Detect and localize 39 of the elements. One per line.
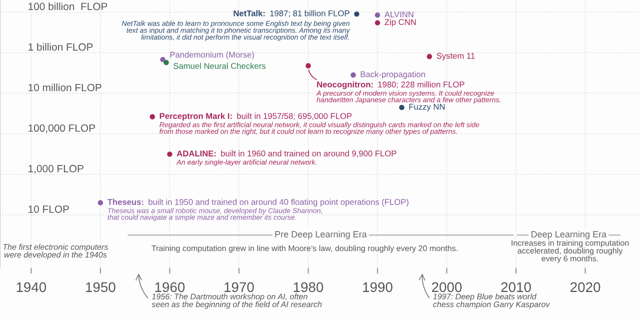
series-label: System 11 — [436, 52, 475, 60]
annotation: 1987; 81 billion FLOP — [270, 10, 350, 18]
annotation: The first electronic computers were developed in the 1940s — [3, 244, 108, 260]
series-label: Theseus: — [107, 198, 144, 205]
text: 1956: The Dartmouth workshop on AI, often seen as the beginning of the field of AI research — [152, 293, 322, 309]
y-tick-label: 100,000 FLOP — [28, 124, 95, 133]
x-tick-label: 1970 — [224, 282, 254, 292]
annotation: Deep Learning Era — [532, 230, 607, 240]
legend-label: Neocognitron: — [317, 81, 373, 90]
series-label: Fuzzy NN — [409, 104, 445, 112]
x-tick-label: 1940 — [16, 282, 46, 292]
x-tick-label: 1980 — [294, 282, 324, 292]
y-tick-label: 100 billion FLOP — [28, 2, 108, 10]
y-tick-label: 10 FLOP — [28, 205, 69, 213]
x-tick-label: 2010 — [501, 282, 531, 292]
series-label: Perceptron Mark I: — [160, 112, 232, 121]
x-tick-label: 2000 — [432, 282, 462, 292]
x-tick-label: 1960 — [155, 282, 185, 292]
series-label: Samuel Neural Checkers — [174, 62, 266, 69]
annotation: built in 1960 and trained on around 9,900 FLOP — [221, 150, 396, 158]
annotation: Training computation grew in line with Moore’s law, doubling roughly every 20 months. — [152, 245, 458, 253]
text: 1997: Deep Blue beats world chess champion Garry Kasparov — [433, 293, 550, 309]
series-label: Pandemonium (Morse) — [170, 52, 254, 60]
y-tick-label: 10 million FLOP — [28, 84, 102, 92]
x-tick-label: 2020 — [570, 282, 600, 292]
annotation: 1980; 228 million FLOP — [378, 81, 464, 88]
x-tick-label: 1990 — [363, 282, 392, 292]
series-label: Back-propagation — [360, 71, 425, 79]
series-label: Zip CNN — [384, 18, 416, 27]
annotation: NetTalk: — [234, 10, 265, 16]
y-tick-label: 1 billion FLOP — [28, 43, 93, 51]
annotation: built in 1950 and trained on around 40 floating point operations (FLOP) — [148, 198, 408, 207]
annotation: Pre Deep Learning Era — [275, 230, 367, 240]
annotation: built in 1957/58; 695,000 FLOP — [237, 112, 352, 120]
y-tick-label: 1,000 FLOP — [28, 164, 84, 174]
x-tick-label: 1950 — [86, 282, 116, 292]
series-label: ALVINN — [384, 12, 414, 18]
annotation: Increases in training computation accelerated, doubling roughly every 6 months. — [512, 240, 629, 263]
series-label: ADALINE: — [176, 150, 216, 156]
